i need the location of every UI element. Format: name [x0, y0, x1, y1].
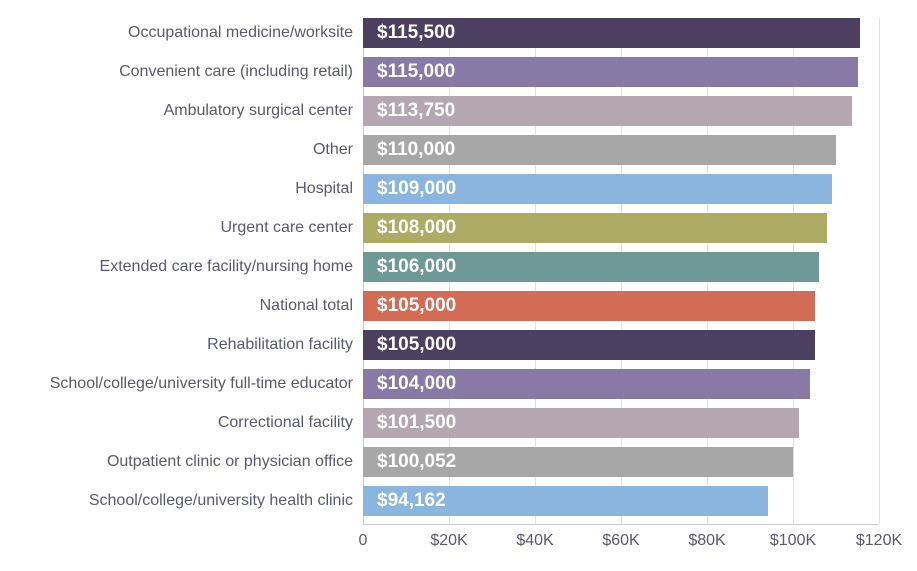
value-label: $110,000	[377, 139, 455, 161]
bar-row: School/college/university full-time educ…	[363, 369, 879, 399]
x-tick-label: $20K	[430, 524, 467, 550]
category-label: Extended care facility/nursing home	[100, 258, 363, 276]
x-tick-label: $120K	[856, 524, 902, 550]
value-label: $115,000	[377, 61, 455, 83]
bar-row: Convenient care (including retail)$115,0…	[363, 57, 879, 87]
x-tick-label: $80K	[688, 524, 725, 550]
bar-row: Urgent care center$108,000	[363, 213, 879, 243]
value-label: $115,500	[377, 22, 455, 44]
salary-bar-chart: Occupational medicine/worksite$115,500Co…	[0, 0, 917, 571]
category-label: Urgent care center	[220, 219, 363, 237]
category-label: Occupational medicine/worksite	[128, 24, 363, 42]
value-label: $108,000	[377, 217, 456, 239]
x-tick-label: 0	[359, 524, 368, 550]
x-tick-label: $60K	[602, 524, 639, 550]
category-label: Outpatient clinic or physician office	[107, 453, 363, 471]
category-label: Correctional facility	[218, 414, 363, 432]
bar-row: National total$105,000	[363, 291, 879, 321]
bar-row: Extended care facility/nursing home$106,…	[363, 252, 879, 282]
plot-area: Occupational medicine/worksite$115,500 Co…	[363, 18, 879, 524]
bar-row: School/college/university health clinic$…	[363, 486, 879, 516]
value-label: $113,750	[377, 100, 455, 122]
category-label: Rehabilitation facility	[207, 336, 363, 354]
bar-row: Correctional facility$101,500	[363, 408, 879, 438]
value-label: $104,000	[377, 373, 456, 395]
x-tick-label: $40K	[516, 524, 553, 550]
category-label: Convenient care (including retail)	[119, 63, 363, 81]
value-label: $109,000	[377, 178, 456, 200]
bar-row: Occupational medicine/worksite$115,500	[363, 18, 879, 48]
category-label: School/college/university full-time educ…	[50, 375, 363, 393]
bar-row: Rehabilitation facility$105,000	[363, 330, 879, 360]
value-label: $100,052	[377, 451, 456, 473]
value-label: $105,000	[377, 334, 456, 356]
bar-row: Outpatient clinic or physician office$10…	[363, 447, 879, 477]
x-tick-label: $100K	[770, 524, 816, 550]
value-label: $105,000	[377, 295, 456, 317]
value-label: $106,000	[377, 256, 456, 278]
value-label: $101,500	[377, 412, 456, 434]
category-label: National total	[260, 297, 363, 315]
value-label: $94,162	[377, 490, 446, 512]
category-label: Hospital	[295, 180, 363, 198]
category-label: Ambulatory surgical center	[164, 102, 363, 120]
bar-row: Hospital$109,000	[363, 174, 879, 204]
category-label: School/college/university health clinic	[89, 492, 363, 510]
bar-row: Other$110,000	[363, 135, 879, 165]
gridline	[879, 18, 880, 524]
bar-row: Ambulatory surgical center$113,750	[363, 96, 879, 126]
category-label: Other	[313, 141, 363, 159]
